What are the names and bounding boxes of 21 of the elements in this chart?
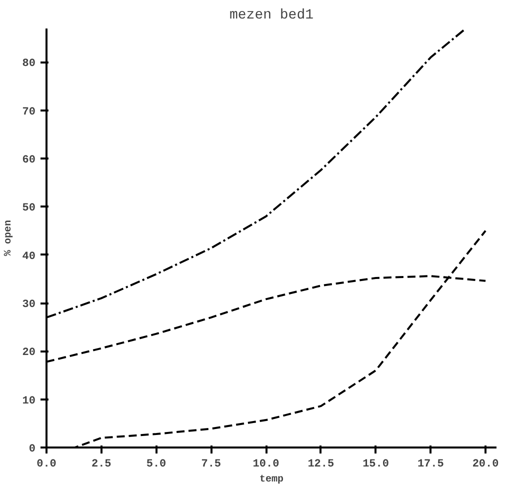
x-tick-label: 20.0 [472,458,499,470]
y-tick-label: 10 [22,395,36,408]
chart-title: mezen bed1 [229,8,314,24]
x-tick-label: 10.0 [252,458,280,470]
x-axis-title: temp [260,474,284,486]
y-tick-label: 50 [22,202,36,215]
x-tick-label: 5.0 [146,458,166,470]
x-tick-label: 15.0 [362,458,389,470]
y-tick-label: 80 [22,58,36,70]
x-tick-label: 0.0 [36,458,56,470]
x-tick-label: 2.5 [91,458,112,470]
y-axis-title: % open [3,220,14,256]
x-tick-label: 7.5 [201,458,222,470]
y-tick-label: 20 [22,347,36,360]
x-tick-label: 12.5 [308,458,334,470]
y-tick-label: 30 [22,299,36,312]
y-tick-label: 40 [22,250,36,263]
y-tick-label: 60 [22,154,36,167]
y-tick-label: 0 [28,444,36,456]
y-tick-label: 70 [22,106,36,118]
x-tick-label: 17.5 [417,458,444,470]
